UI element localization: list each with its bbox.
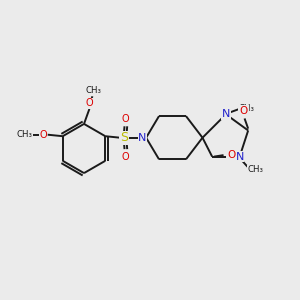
Text: CH₃: CH₃ [247, 165, 263, 174]
Text: N: N [138, 133, 147, 143]
Text: CH₃: CH₃ [238, 104, 254, 113]
Text: CH₃: CH₃ [86, 86, 102, 95]
Text: O: O [240, 106, 248, 116]
Text: N: N [236, 152, 244, 162]
Text: CH₃: CH₃ [16, 130, 32, 139]
Text: N: N [222, 109, 230, 119]
Text: O: O [121, 114, 129, 124]
Text: O: O [85, 98, 93, 109]
Text: O: O [39, 130, 47, 140]
Text: S: S [120, 131, 128, 144]
Text: O: O [121, 152, 129, 162]
Text: O: O [227, 150, 235, 160]
